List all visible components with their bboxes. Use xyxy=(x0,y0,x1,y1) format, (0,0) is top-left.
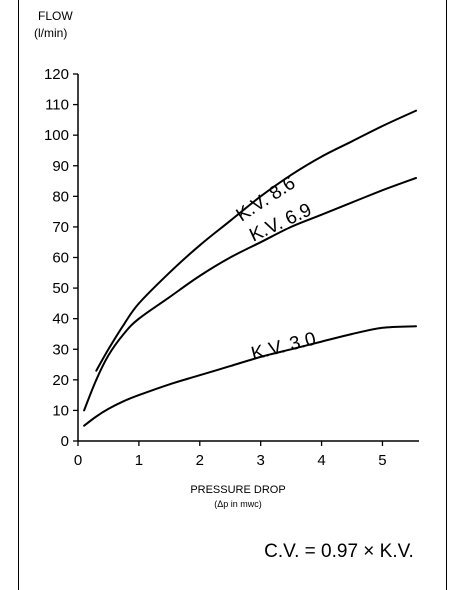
cv-formula-annotation: C.V. = 0.97 × K.V. xyxy=(264,541,414,562)
x-tick-label: 4 xyxy=(317,452,325,469)
x-tick-label: 3 xyxy=(257,452,265,469)
y-tick-label: 30 xyxy=(52,341,69,358)
axes xyxy=(77,74,419,442)
x-tick-label: 0 xyxy=(74,452,82,469)
y-tick-label: 90 xyxy=(52,158,69,175)
y-tick-label: 80 xyxy=(52,188,69,205)
y-tick-label: 120 xyxy=(44,66,69,83)
y-tick-label: 60 xyxy=(52,250,69,267)
y-tick-label: 20 xyxy=(52,372,69,389)
y-axis-label-line2: (l/min) xyxy=(34,26,67,40)
x-tick-label: 2 xyxy=(196,452,204,469)
y-axis-label-line1: FLOW xyxy=(38,9,73,23)
y-tick-label: 40 xyxy=(52,311,69,328)
x-tick-label: 5 xyxy=(378,452,386,469)
chart-frame xyxy=(18,0,447,590)
ticks: 0 10 20 30 40 50 60 70 80 90 100 110 120 0 1 2 3 4 5 xyxy=(44,66,387,469)
y-tick-label: 100 xyxy=(44,127,69,144)
y-tick-label: 0 xyxy=(61,433,69,450)
series-line-1 xyxy=(83,177,417,412)
series-line-2 xyxy=(83,325,417,427)
series-line-0 xyxy=(95,109,417,372)
y-tick-label: 70 xyxy=(52,219,69,236)
x-tick-label: 1 xyxy=(135,452,143,469)
y-tick-label: 110 xyxy=(45,97,69,114)
y-tick-label: 10 xyxy=(52,402,69,419)
series-layer: K.V. 8.6K.V. 6.9K.V. 3.0 xyxy=(83,109,417,427)
series-label-2: K.V. 3.0 xyxy=(249,329,318,365)
x-axis-label-line2: (Δp in mwc) xyxy=(214,499,262,509)
y-tick-label: 50 xyxy=(52,280,69,297)
x-axis-label-line1: PRESSURE DROP xyxy=(190,484,285,496)
